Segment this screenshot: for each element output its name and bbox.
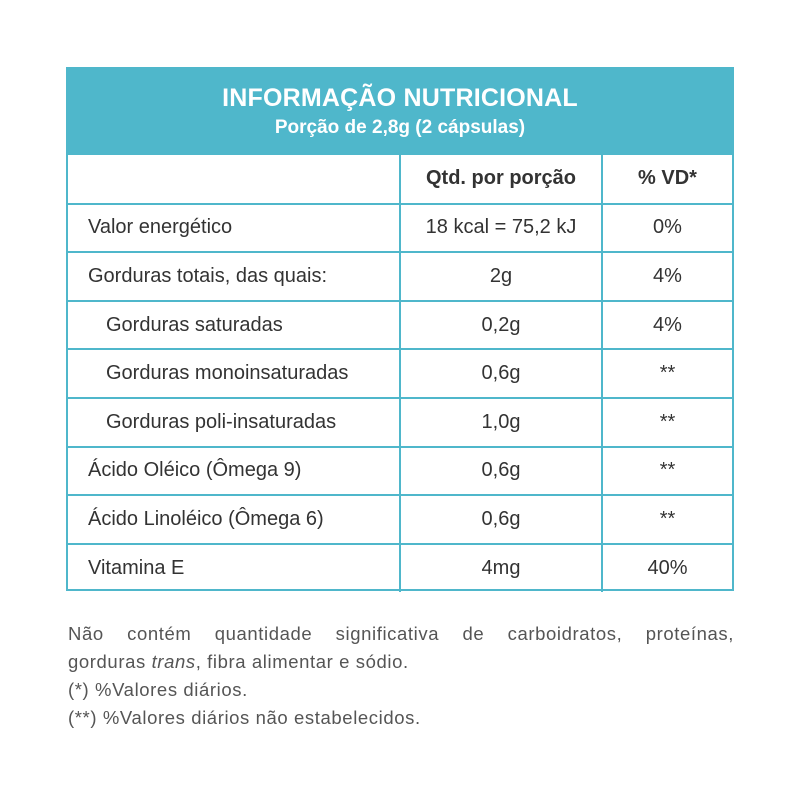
nutrient-quantity: 18 kcal = 75,2 kJ xyxy=(399,202,603,254)
table-row: Ácido Oléico (Ômega 9) 0,6g ** xyxy=(68,445,732,497)
nutrient-name: Ácido Oléico (Ômega 9) xyxy=(68,445,401,497)
table-row: Gorduras saturadas 0,2g 4% xyxy=(68,299,732,351)
table-row: Ácido Linoléico (Ômega 6) 0,6g ** xyxy=(68,494,732,545)
footnote-italic-text: trans xyxy=(151,651,196,672)
nutrient-daily-value: ** xyxy=(601,348,732,399)
nutrient-quantity: 0,2g xyxy=(399,299,603,351)
footnote-daily-values: (*) %Valores diários. xyxy=(68,679,248,700)
nutrient-daily-value: ** xyxy=(601,396,732,448)
column-header-daily-value: % VD* xyxy=(601,155,732,205)
nutrient-daily-value: 4% xyxy=(601,299,732,351)
nutrient-name: Gorduras totais, das quais: xyxy=(68,251,401,302)
footnote-line: Não contém quantidade significativa de c… xyxy=(68,623,734,644)
nutrient-name: Ácido Linoléico (Ômega 6) xyxy=(68,494,401,545)
serving-size: Porção de 2,8g (2 cápsulas) xyxy=(274,117,526,138)
table-row: Vitamina E 4mg 40% xyxy=(68,542,732,593)
table-row: Gorduras poli-insaturadas 1,0g ** xyxy=(68,396,732,448)
nutrient-quantity: 1,0g xyxy=(399,396,603,448)
nutrient-name: Gorduras monoinsaturadas xyxy=(68,348,401,399)
nutrient-quantity: 4mg xyxy=(399,542,603,593)
nutrient-name: Vitamina E xyxy=(68,542,401,593)
table-row: Gorduras totais, das quais: 2g 4% xyxy=(68,251,732,302)
nutrient-daily-value: 4% xyxy=(601,251,732,302)
table-header-row: Qtd. por porção % VD* xyxy=(68,155,732,205)
footnote-not-established: (**) %Valores diários não estabelecidos. xyxy=(68,707,421,728)
nutrient-name: Valor energético xyxy=(68,202,401,254)
nutrient-quantity: 2g xyxy=(399,251,603,302)
nutrient-daily-value: 40% xyxy=(601,542,732,593)
footnote-line: gorduras trans, fibra alimentar e sódio. xyxy=(68,648,734,676)
nutrition-header: INFORMAÇÃO NUTRICIONAL Porção de 2,8g (2… xyxy=(68,69,732,155)
nutrition-table: Qtd. por porção % VD* Valor energético 1… xyxy=(68,155,732,593)
nutrient-quantity: 0,6g xyxy=(399,348,603,399)
nutrient-quantity: 0,6g xyxy=(399,445,603,497)
nutrition-facts-panel: INFORMAÇÃO NUTRICIONAL Porção de 2,8g (2… xyxy=(66,67,734,593)
nutrient-quantity: 0,6g xyxy=(399,494,603,545)
table-row: Gorduras monoinsaturadas 0,6g ** xyxy=(68,348,732,399)
nutrient-daily-value: 0% xyxy=(601,202,732,254)
footnote-text: , fibra alimentar e sódio. xyxy=(195,651,409,672)
column-header-quantity: Qtd. por porção xyxy=(399,155,603,205)
nutrition-title: INFORMAÇÃO NUTRICIONAL xyxy=(222,84,578,112)
nutrient-daily-value: ** xyxy=(601,494,732,545)
column-header-nutrient xyxy=(68,155,401,205)
table-row: Valor energético 18 kcal = 75,2 kJ 0% xyxy=(68,202,732,254)
nutrient-name: Gorduras saturadas xyxy=(68,299,401,351)
footnotes: Não contém quantidade significativa de c… xyxy=(68,620,734,732)
nutrient-daily-value: ** xyxy=(601,445,732,497)
nutrient-name: Gorduras poli-insaturadas xyxy=(68,396,401,448)
footnote-text: gorduras xyxy=(68,651,152,672)
